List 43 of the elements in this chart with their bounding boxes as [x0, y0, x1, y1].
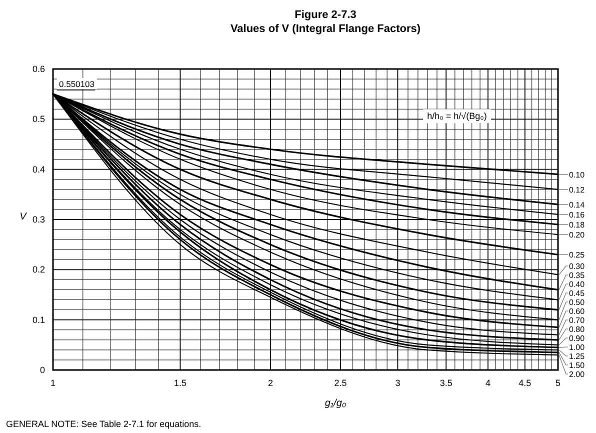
series-label: 0.70	[569, 316, 586, 325]
chart-title: Figure 2-7.3	[294, 9, 356, 21]
y-axis-title: V	[20, 212, 28, 222]
x-tick-label: 3.5	[440, 378, 452, 388]
series-label: 0.35	[569, 271, 586, 280]
y-tick-label: 0.2	[32, 264, 45, 275]
x-tick-label: 4.5	[518, 378, 532, 388]
series-label: 0.20	[569, 230, 586, 240]
x-tick-label: 2	[268, 378, 273, 388]
series-label: 1.00	[569, 343, 586, 352]
y-tick-label: 0.6	[32, 64, 45, 74]
x-tick-label: 5	[555, 378, 561, 388]
text: 0.45	[569, 289, 586, 298]
series-label: 0.30	[569, 262, 586, 271]
series-label: 0.40	[569, 280, 586, 289]
y-tick-label: 0.5	[32, 114, 45, 124]
y-tick-label: 0	[40, 365, 45, 375]
series-label: 0.12	[569, 185, 586, 194]
x-tick-label: 2.5	[334, 378, 347, 388]
series-label: 0.10	[569, 170, 586, 180]
text: GENERAL NOTE: See Table 2-7.1 for equations.	[6, 419, 202, 429]
series-label: 0.14	[569, 200, 586, 210]
series-label: 0.80	[569, 325, 586, 334]
y-tick-label: 0.4	[32, 164, 45, 174]
text: 0.50	[569, 298, 586, 307]
series-label: 0.90	[569, 334, 586, 343]
annotation: 0.550103	[59, 79, 95, 90]
series-label: 1.50	[569, 361, 586, 370]
chart-subtitle: Values of V (Integral Flange Factors)	[230, 23, 421, 35]
x-tick-label: 1	[50, 378, 56, 388]
legend-title: h/h₀ = h/√(Bg₀)	[427, 111, 487, 122]
x-tick-label: 1.5	[174, 378, 186, 388]
text: 2.00	[569, 370, 586, 379]
series-label: 1.25	[569, 352, 586, 361]
series-label: 0.25	[569, 250, 586, 260]
series-label: 0.18	[569, 220, 586, 230]
series-label: 0.16	[569, 210, 586, 220]
x-axis-title: g₁/g₀	[324, 398, 346, 409]
y-tick-label: 0.1	[32, 314, 45, 325]
series-label: 0.60	[569, 307, 586, 316]
x-tick-label: 4	[485, 378, 490, 388]
y-tick-label: 0.3	[32, 214, 45, 224]
x-tick-label: 3	[395, 378, 400, 388]
